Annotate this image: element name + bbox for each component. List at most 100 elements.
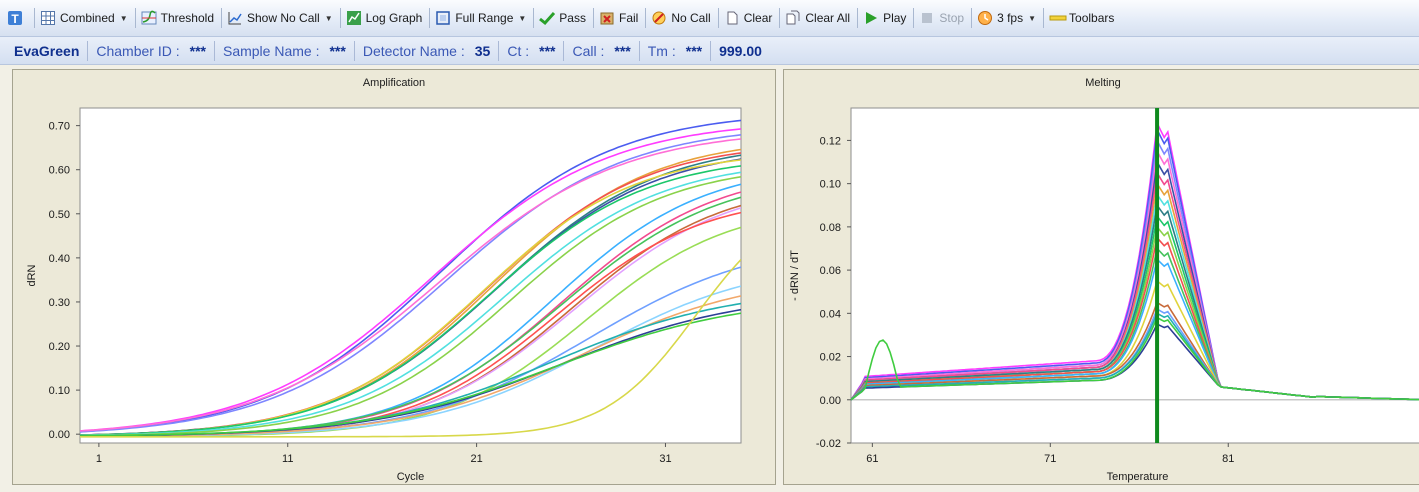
clear-all-button[interactable]: Clear All	[782, 5, 855, 31]
amplification-curve	[80, 119, 741, 433]
melting-panel: Melting -0.02 0.00 0.02 0.04 0.06 0.08 0.10 0.1…	[783, 69, 1419, 485]
clear-all-icon	[785, 10, 801, 26]
chevron-down-icon: ▼	[324, 13, 333, 23]
stop-label: Stop	[939, 11, 965, 25]
fail-button[interactable]: Fail	[596, 5, 643, 31]
clear-label: Clear	[743, 11, 773, 25]
clock-icon	[977, 10, 993, 26]
tm-result-value: 999.00	[719, 42, 762, 59]
play-button[interactable]: Play	[860, 5, 911, 31]
sample-name-field: Sample Name : ***	[215, 37, 354, 65]
fail-label: Fail	[618, 11, 639, 25]
toolbar-separator	[971, 8, 973, 28]
x-tick-label: 71	[1044, 453, 1056, 465]
y-tick-label: 0.30	[49, 297, 70, 309]
clear-all-label: Clear All	[805, 11, 851, 25]
stop-button[interactable]: Stop	[916, 5, 969, 31]
chevron-down-icon: ▼	[119, 13, 128, 23]
y-tick-label: 0.20	[49, 341, 70, 353]
separator	[498, 40, 500, 61]
tm-label: Tm :	[647, 42, 676, 59]
ct-label: Ct :	[507, 42, 530, 59]
separator	[710, 40, 712, 61]
toolbar-separator	[339, 8, 341, 28]
toolbar-separator	[34, 8, 35, 28]
x-tick-label: 11	[282, 453, 293, 465]
x-tick-label: 31	[659, 453, 671, 465]
show-no-call-label: Show No Call	[247, 11, 320, 25]
toolbar-separator	[592, 8, 594, 28]
chevron-down-icon: ▼	[1028, 13, 1037, 23]
grid-icon	[40, 10, 56, 26]
threshold-button[interactable]: Threshold	[138, 5, 219, 31]
y-tick-label: 0.06	[820, 265, 841, 277]
svg-text:T: T	[11, 12, 19, 26]
amplification-curve	[80, 134, 741, 433]
stop-icon	[919, 10, 935, 26]
tm-result-cell: 999.00	[711, 37, 770, 65]
full-range-button[interactable]: Full Range ▼	[432, 5, 531, 31]
pass-label: Pass	[559, 11, 586, 25]
clear-button[interactable]: Clear	[721, 5, 778, 31]
show-no-call-button[interactable]: Show No Call ▼	[224, 5, 338, 31]
toolbar: T Combined ▼ Threshold Show No Call ▼ Log Grap…	[0, 0, 1419, 37]
amplification-curve	[80, 171, 741, 437]
toolbar-separator	[429, 8, 431, 28]
full-range-label: Full Range	[455, 11, 514, 25]
y-tick-label: 0.08	[820, 222, 841, 234]
ct-field: Ct : ***	[499, 37, 563, 65]
melting-chart[interactable]: -0.02 0.00 0.02 0.04 0.06 0.08 0.10 0.12 61 71 81 T…	[784, 70, 1419, 486]
amplification-curve	[80, 259, 741, 438]
detector-name-field: Detector Name : 35	[355, 37, 499, 65]
amplification-curve	[80, 176, 741, 437]
toolbar-separator	[913, 8, 915, 28]
toolbar-separator	[134, 8, 136, 28]
combined-button[interactable]: Combined ▼	[37, 5, 133, 31]
pass-icon	[539, 10, 556, 26]
call-label: Call :	[572, 42, 605, 59]
y-tick-label: 0.50	[49, 209, 70, 221]
chamber-id-label: Chamber ID :	[96, 42, 180, 59]
toolbars-label: Toolbars	[1069, 11, 1115, 25]
threshold-label: Threshold	[160, 11, 214, 25]
chart-line-icon	[227, 10, 243, 26]
call-value: ***	[614, 42, 631, 59]
amplification-curve	[80, 165, 741, 436]
sample-name-label: Sample Name :	[222, 42, 320, 59]
toolbar-separator	[221, 8, 222, 28]
tm-field: Tm : ***	[640, 37, 710, 65]
y-tick-label: 0.70	[49, 121, 70, 133]
amplification-curve	[80, 128, 741, 432]
y-axis-title: dRN	[26, 264, 38, 286]
y-tick-label: 0.00	[49, 429, 70, 441]
x-tick-label: 1	[96, 453, 102, 465]
dye-name: EvaGreen	[14, 42, 80, 59]
text-tool-button[interactable]: T	[4, 5, 32, 31]
y-tick-label: 0.10	[820, 179, 841, 191]
detector-name-value: 35	[474, 42, 491, 59]
pass-button[interactable]: Pass	[536, 5, 591, 31]
plot-area	[79, 107, 742, 444]
log-graph-button[interactable]: Log Graph	[343, 5, 428, 31]
toolbar-separator	[857, 8, 859, 28]
chamber-id-value: ***	[189, 42, 206, 59]
play-icon	[863, 10, 879, 26]
threshold-icon	[141, 10, 157, 26]
toolbars-icon	[1049, 10, 1067, 26]
x-axis-title: Temperature	[1107, 471, 1169, 483]
dye-name-cell: EvaGreen	[0, 37, 87, 65]
3-fps-button[interactable]: 3 fps ▼	[974, 5, 1041, 31]
info-bar: EvaGreen Chamber ID : *** Sample Name : …	[0, 37, 1419, 65]
toolbars-button[interactable]: Toolbars	[1046, 5, 1119, 31]
play-label: Play	[883, 11, 907, 25]
y-tick-label: 0.10	[49, 385, 70, 397]
amplification-curve	[80, 312, 741, 437]
x-tick-label: 81	[1222, 453, 1234, 465]
amplification-chart[interactable]: 0.000.100.200.300.400.500.600.701 11 21 31C…	[13, 70, 777, 486]
no-call-button[interactable]: No Call	[648, 5, 715, 31]
tm-value: ***	[685, 42, 703, 59]
log-graph-label: Log Graph	[365, 11, 423, 25]
ct-value: ***	[539, 42, 556, 59]
full-range-icon	[435, 10, 451, 26]
chevron-down-icon: ▼	[518, 13, 527, 23]
